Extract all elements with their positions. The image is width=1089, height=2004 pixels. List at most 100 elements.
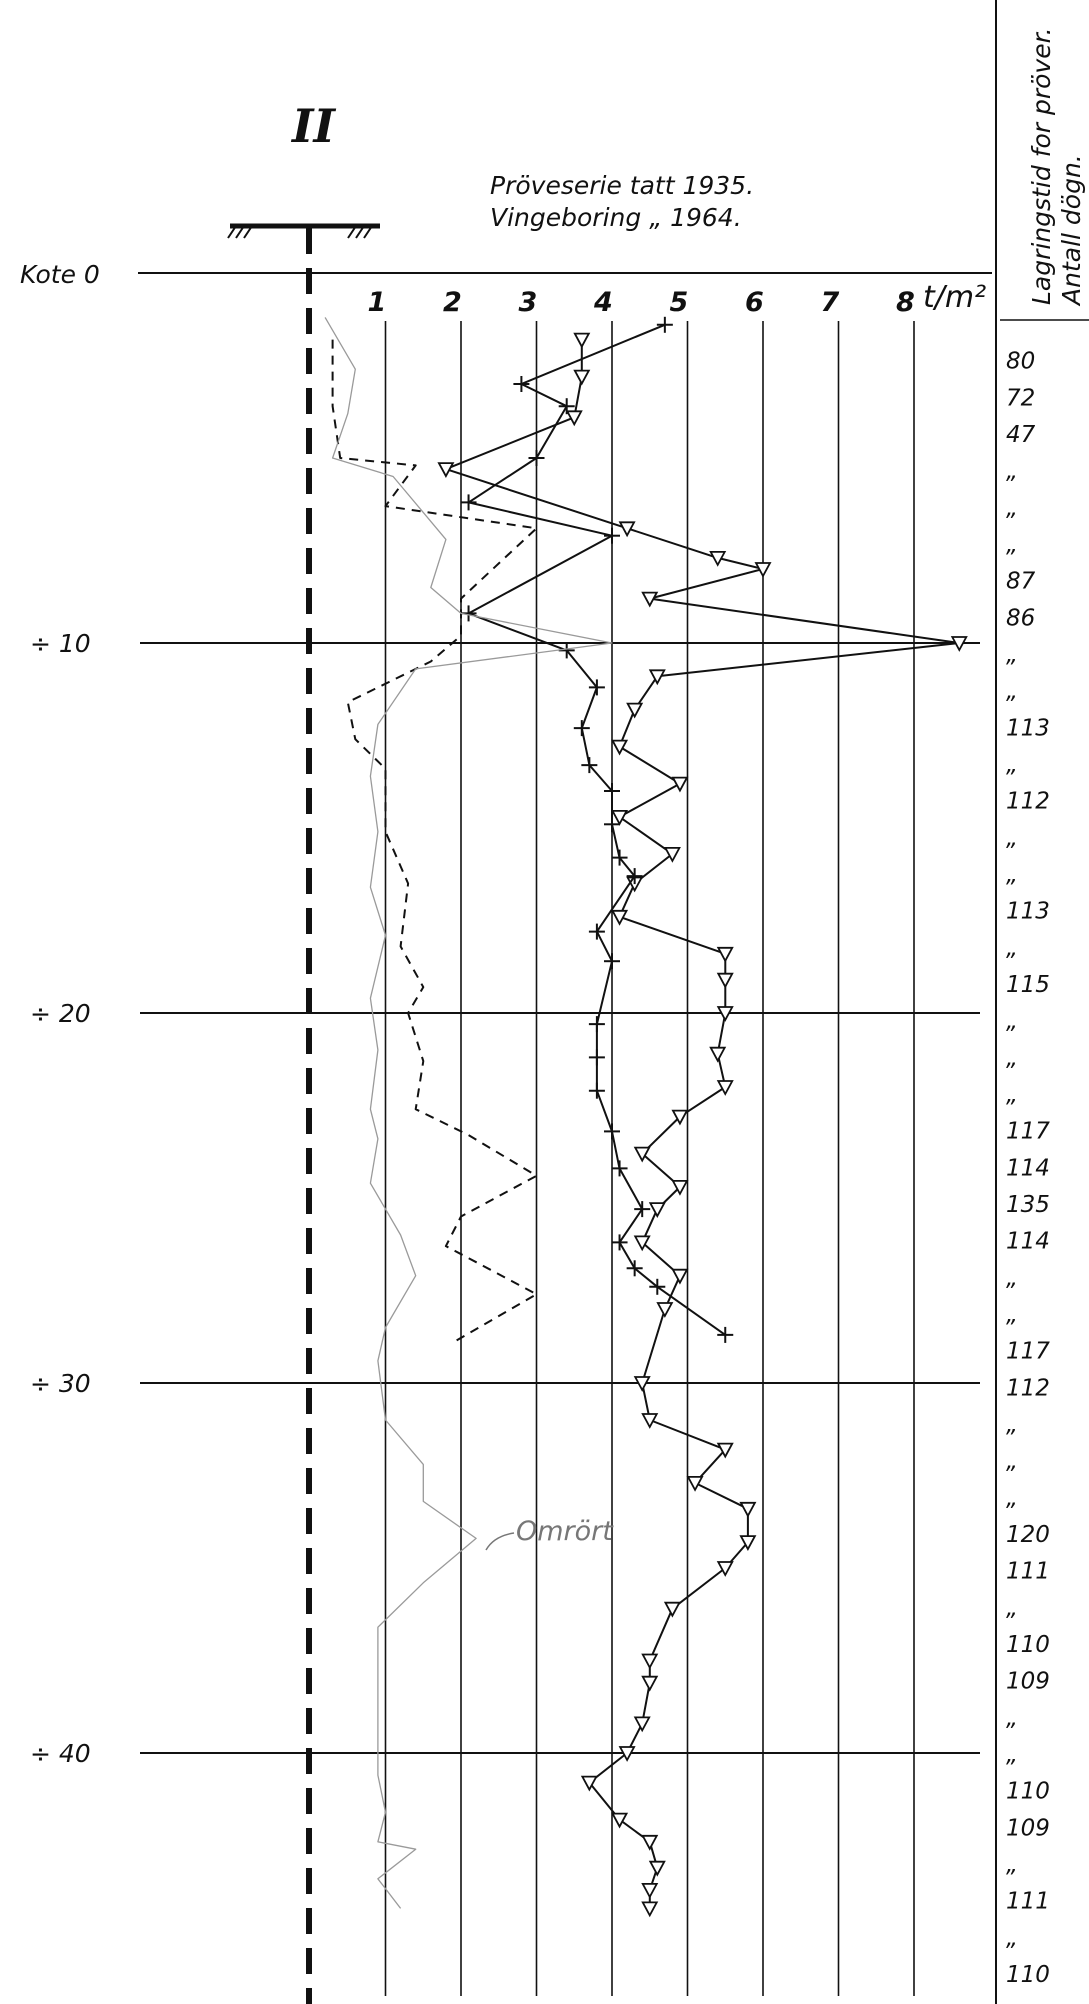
triangle-marker [611, 810, 629, 826]
series-line-2 [331, 339, 538, 1344]
storage-column-title-2: Antall dögn. [1057, 154, 1086, 307]
triangle-marker [573, 332, 591, 349]
storage-days-value: 114 [1006, 1229, 1050, 1255]
storage-days-value: „ [1006, 1925, 1018, 1951]
legend-series-1964: Vingeboring „ 1964. [490, 203, 742, 232]
storage-days-value: „ [1006, 862, 1018, 888]
x-axis-unit: t/m² [923, 280, 986, 315]
triangle-marker [437, 462, 455, 478]
triangle-marker [663, 1601, 681, 1618]
storage-days-value: „ [1006, 679, 1018, 705]
depth-label-10: ÷ 10 [30, 629, 91, 658]
triangle-marker [633, 1146, 651, 1163]
triangle-marker [716, 1442, 734, 1459]
omrort-label: Omrört [516, 1516, 614, 1547]
grid: 1 2 3 4 5 6 7 8 ÷ 10 ÷ 20 ÷ 30 ÷ 40 [30, 272, 992, 1996]
plus-marker [588, 1082, 605, 1099]
storage-days-value: 120 [1006, 1522, 1050, 1548]
plus-marker [604, 527, 620, 544]
storage-days-value: 113 [1006, 899, 1050, 925]
depth-label-40: ÷ 40 [30, 1739, 91, 1768]
triangle-marker [671, 1109, 689, 1126]
storage-days-value: „ [1006, 1265, 1018, 1291]
plus-marker [611, 1234, 628, 1251]
kote-0-label: Kote 0 [20, 260, 100, 289]
storage-days-value: „ [1006, 1302, 1018, 1328]
series-line-0 [444, 339, 961, 1909]
triangle-marker [739, 1535, 757, 1551]
triangle-marker [709, 1046, 727, 1063]
storage-days-value: 114 [1006, 1155, 1050, 1181]
triangle-marker [709, 551, 727, 567]
triangle-marker [611, 739, 629, 756]
storage-days-value: „ [1006, 1742, 1018, 1768]
triangle-marker [641, 1675, 659, 1692]
storage-days-value: „ [1006, 1449, 1018, 1475]
triangle-marker [656, 1302, 674, 1318]
storage-days-value: 113 [1006, 715, 1050, 741]
storage-days-column: Lagringstid for pröver. Antall dögn. 80 7… [995, 0, 1089, 2004]
storage-days-value: 72 [1006, 385, 1035, 411]
storage-days-value: 117 [1006, 1339, 1050, 1365]
triangle-marker [633, 1235, 651, 1252]
plus-marker [717, 1326, 734, 1343]
triangle-marker [641, 1834, 659, 1851]
x-tick-label-5: 5 [670, 287, 689, 318]
plus-marker [626, 868, 643, 885]
plus-marker [581, 757, 598, 774]
x-tick-label-7: 7 [821, 287, 840, 318]
triangle-marker [611, 1812, 629, 1829]
triangle-marker [611, 909, 629, 926]
triangle-marker [641, 1653, 659, 1670]
depth-label-30: ÷ 30 [30, 1369, 91, 1398]
storage-days-value: „ [1006, 752, 1018, 778]
storage-days-value: 111 [1006, 1559, 1050, 1585]
triangle-marker [716, 946, 734, 963]
storage-days-value: 109 [1006, 1669, 1050, 1695]
triangle-marker [754, 562, 772, 578]
storage-days-value: 110 [1006, 1632, 1050, 1658]
plus-marker [634, 1201, 651, 1218]
depth-label-20: ÷ 20 [30, 999, 91, 1028]
x-tick-label-3: 3 [519, 287, 538, 318]
storage-days-value: 111 [1006, 1889, 1050, 1915]
triangle-marker [641, 1901, 659, 1918]
plus-marker [588, 1016, 605, 1033]
storage-days-value: 80 [1006, 349, 1035, 375]
plus-marker [573, 720, 590, 737]
series-layer [324, 316, 968, 1918]
triangle-marker [648, 669, 666, 686]
legend-series-1935: Pröveserie tatt 1935. [490, 171, 754, 200]
plus-marker [604, 1123, 620, 1140]
series-line-3 [324, 317, 613, 1909]
storage-days-value: 109 [1006, 1815, 1050, 1841]
triangle-marker [641, 1883, 659, 1899]
plus-marker [611, 849, 628, 866]
x-tick-label-2: 2 [443, 287, 462, 318]
ground-surface-symbol [227, 223, 380, 239]
storage-days-value: „ [1006, 532, 1018, 558]
triangle-marker [716, 1080, 734, 1096]
x-tick-label-8: 8 [896, 287, 915, 318]
storage-column-title-1: Lagringstid for pröver. [1027, 27, 1056, 305]
storage-days-value: „ [1006, 1705, 1018, 1731]
storage-days-value: „ [1006, 495, 1018, 521]
plus-marker [626, 1260, 643, 1277]
plus-marker [558, 642, 575, 659]
triangle-marker [633, 1716, 651, 1733]
triangle-marker [716, 972, 734, 989]
plus-marker [604, 783, 620, 799]
omrort-annotation: Omrört [485, 1516, 614, 1551]
triangle-marker [648, 1860, 666, 1877]
plus-marker [588, 1049, 605, 1066]
plus-marker [513, 376, 530, 392]
triangle-marker [641, 591, 659, 608]
storage-days-value: 117 [1006, 1119, 1050, 1145]
triangle-marker [671, 1268, 689, 1285]
plus-marker [604, 953, 620, 970]
triangle-marker [716, 1561, 734, 1577]
plus-marker [588, 923, 605, 940]
triangle-marker [671, 776, 689, 793]
plus-marker [604, 816, 620, 833]
